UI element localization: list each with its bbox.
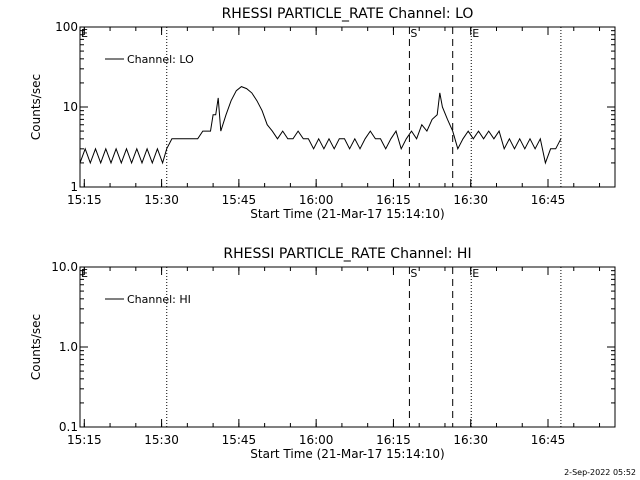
x-tick-label: 16:00	[299, 433, 334, 447]
marker-label: S	[410, 27, 417, 40]
y-tick-label: 1.0	[59, 340, 78, 354]
x-tick-label: 16:30	[453, 193, 488, 207]
x-tick-label: 15:45	[222, 193, 257, 207]
x-tick-label: 16:30	[453, 433, 488, 447]
y-tick-label: 0.1	[59, 420, 78, 434]
legend-label: Channel: HI	[127, 293, 191, 306]
marker-label: S	[410, 267, 417, 280]
x-tick-label: 15:30	[144, 193, 179, 207]
chart-title: RHESSI PARTICLE_RATE Channel: HI	[223, 246, 471, 262]
marker-label: E	[472, 267, 479, 280]
x-tick-label: 16:15	[376, 433, 411, 447]
series-line	[79, 86, 562, 165]
marker-label: E	[81, 27, 88, 40]
hi-channel-panel: RHESSI PARTICLE_RATE Channel: HI 0.1 1.0 10…	[29, 246, 616, 461]
x-axis-label: Start Time (21-Mar-17 15:14:10)	[250, 207, 444, 221]
plot-frame	[79, 266, 616, 428]
x-tick-label: 16:45	[531, 433, 566, 447]
x-tick-label: 15:15	[67, 193, 102, 207]
timestamp-footer: 2-Sep-2022 05:52	[564, 468, 636, 477]
lo-channel-panel: RHESSI PARTICLE_RATE Channel: LO 1 10 100 15…	[29, 6, 616, 221]
x-tick-label: 15:15	[67, 433, 102, 447]
x-tick-label: 16:00	[299, 193, 334, 207]
plot-frame	[79, 26, 616, 188]
y-axis-label: Counts/sec	[29, 314, 43, 380]
x-tick-label: 16:15	[376, 193, 411, 207]
y-axis-label: Counts/sec	[29, 74, 43, 140]
chart-title: RHESSI PARTICLE_RATE Channel: LO	[222, 6, 474, 22]
legend-label: Channel: LO	[127, 53, 194, 66]
y-tick-label: 10.0	[51, 260, 78, 274]
x-tick-label: 16:45	[531, 193, 566, 207]
marker-label: E	[472, 27, 479, 40]
x-axis-label: Start Time (21-Mar-17 15:14:10)	[250, 447, 444, 461]
x-tick-label: 15:30	[144, 433, 179, 447]
marker-label: E	[81, 267, 88, 280]
y-tick-label: 1	[70, 180, 78, 194]
y-tick-label: 10	[63, 100, 78, 114]
y-tick-label: 100	[55, 20, 78, 34]
x-tick-label: 15:45	[222, 433, 257, 447]
